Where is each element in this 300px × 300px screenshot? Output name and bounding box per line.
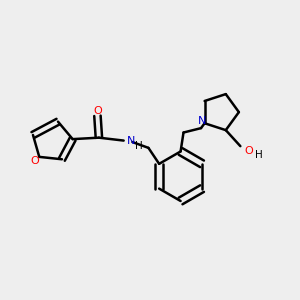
- Text: N: N: [127, 136, 136, 146]
- Text: O: O: [93, 106, 102, 116]
- Text: O: O: [245, 146, 254, 155]
- Text: N: N: [197, 116, 206, 126]
- Text: H: H: [135, 141, 142, 151]
- Text: O: O: [31, 156, 39, 166]
- Text: H: H: [255, 151, 263, 160]
